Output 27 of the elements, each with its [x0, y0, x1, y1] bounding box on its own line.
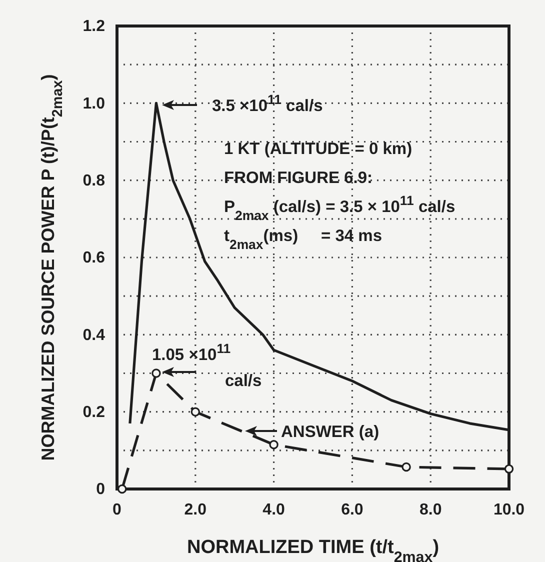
- annotation: 3.5 ×10$^{11}$ cal/s: [212, 92, 323, 115]
- y-tick-label: 0: [96, 481, 106, 498]
- x-tick-label: 0: [112, 501, 122, 518]
- y-tick-label: 0.6: [82, 250, 106, 267]
- annotation: ANSWER (a): [281, 423, 380, 441]
- point: [117, 484, 127, 494]
- point: [504, 464, 514, 474]
- annotation: P$_{2max}$ (cal/s) = 3.5 × 10$^{11}$ cal/s: [224, 192, 456, 222]
- x-tick-label: 4.0: [262, 501, 286, 518]
- annotation: 1 KT (ALTITUDE = 0 km): [224, 140, 412, 158]
- y-tick-label: 1.0: [82, 95, 106, 112]
- x-tick-label: 6.0: [341, 501, 364, 518]
- point: [152, 368, 161, 378]
- x-tick-label: 10.0: [493, 501, 525, 518]
- y-tick-label: 0.2: [82, 404, 106, 421]
- point: [269, 440, 278, 450]
- y-tick-label: 0.8: [82, 172, 106, 190]
- annotation: FROM FIGURE 6.9:: [224, 169, 373, 187]
- annotation: t$_{2max}$(ms) = 34 ms: [224, 227, 382, 252]
- x-tick-label: 2.0: [184, 501, 207, 518]
- y-tick-label: 0.4: [82, 326, 106, 344]
- point: [190, 407, 200, 416]
- y-tick-label: 1.2: [82, 18, 106, 36]
- text: 1.05 ×10$^{11}$ cal/s: [152, 340, 262, 390]
- x-tick-label: 8.0: [419, 501, 442, 518]
- x-axis-title: NORMALIZED TIME (t/t$_{2max}$): [186, 537, 440, 562]
- point: [402, 462, 411, 472]
